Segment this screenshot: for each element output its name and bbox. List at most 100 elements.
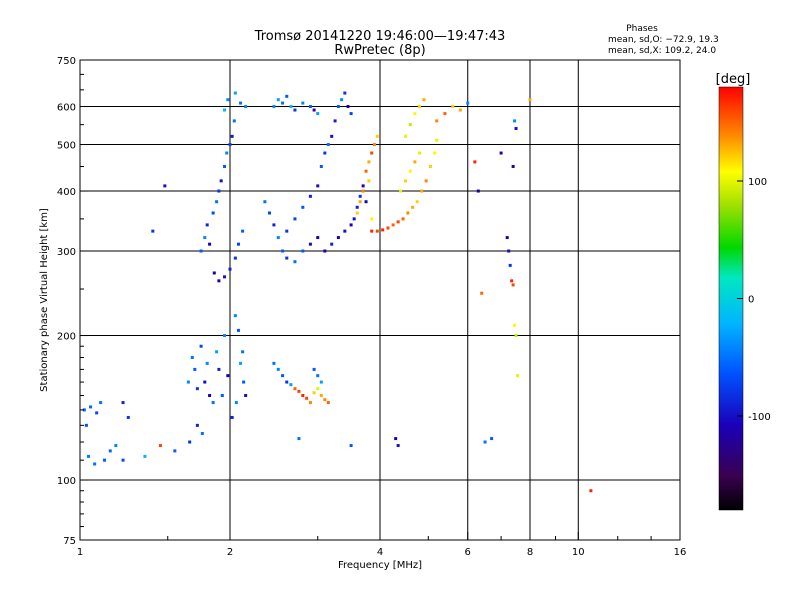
echo-point — [239, 361, 243, 365]
echo-point — [301, 101, 305, 105]
echo-point — [589, 489, 593, 493]
echo-point — [381, 228, 385, 232]
echo-point — [361, 189, 365, 193]
legend-title: Phases — [626, 24, 658, 34]
echo-point — [193, 367, 197, 371]
echo-point — [514, 334, 518, 338]
x-axis: 1 2 4 6 8 10 16 — [77, 532, 687, 558]
echo-point — [476, 189, 480, 193]
echo-point — [370, 217, 374, 221]
y-tick-label: 600 — [57, 103, 76, 114]
echo-point — [507, 249, 511, 253]
echo-point — [435, 119, 439, 123]
chart-subtitle: RwPretec (8p) — [334, 43, 425, 58]
echo-point — [391, 223, 395, 227]
echo-point — [316, 374, 320, 378]
echo-point — [190, 355, 194, 359]
echo-point — [244, 394, 248, 398]
echo-point — [355, 205, 359, 209]
echo-point — [406, 211, 410, 215]
echo-point — [242, 380, 246, 384]
echo-point — [293, 260, 297, 264]
echo-point — [195, 423, 199, 427]
echo-point — [515, 374, 519, 378]
echo-point — [281, 101, 285, 105]
colorbar-ticks: 100 0 -100 — [737, 177, 771, 423]
echo-point — [370, 151, 374, 155]
echo-point — [316, 184, 320, 188]
echo-point — [272, 361, 276, 365]
data-points — [82, 91, 593, 493]
echo-point — [236, 328, 240, 332]
echo-point — [267, 211, 271, 215]
x-tick-label: 16 — [674, 547, 687, 558]
echo-point — [308, 105, 312, 109]
x-tick-label: 1 — [77, 547, 83, 558]
echo-point — [343, 229, 347, 233]
echo-point — [375, 134, 379, 138]
echo-point — [308, 401, 312, 405]
echo-point — [420, 189, 424, 193]
echo-point — [323, 151, 327, 155]
echo-point — [396, 220, 400, 224]
echo-point — [84, 423, 88, 427]
echo-point — [480, 291, 484, 295]
echo-point — [126, 415, 130, 419]
echo-point — [186, 380, 190, 384]
echo-point — [89, 405, 93, 409]
echo-point — [326, 401, 330, 405]
echo-point — [511, 283, 515, 287]
echo-point — [233, 256, 237, 260]
echo-point — [301, 249, 305, 253]
echo-point — [289, 383, 293, 387]
echo-point — [223, 164, 227, 168]
x-tick-label: 2 — [227, 547, 233, 558]
echo-point — [203, 380, 207, 384]
echo-point — [403, 179, 407, 183]
echo-point — [233, 91, 237, 95]
echo-point — [370, 229, 374, 233]
echo-point — [158, 444, 162, 448]
echo-point — [228, 143, 232, 147]
colorbar-tick-label: 100 — [748, 177, 767, 188]
echo-point — [364, 200, 368, 204]
echo-point — [285, 229, 289, 233]
echo-point — [223, 108, 227, 112]
echo-point — [163, 184, 167, 188]
echo-point — [200, 432, 204, 436]
echo-point — [217, 189, 221, 193]
y-tick-label: 750 — [57, 56, 76, 67]
grid-lines — [80, 60, 680, 540]
echo-point — [272, 223, 276, 227]
colorbar-tick-label: -100 — [748, 412, 771, 423]
echo-point — [373, 143, 377, 147]
echo-point — [340, 98, 344, 102]
echo-point — [399, 189, 403, 193]
echo-point — [208, 242, 212, 246]
x-tick-label: 4 — [377, 547, 383, 558]
echo-point — [349, 112, 353, 116]
echo-point — [408, 123, 412, 127]
echo-point — [403, 134, 407, 138]
echo-point — [352, 217, 356, 221]
y-tick-label: 75 — [63, 536, 76, 547]
echo-point — [316, 236, 320, 240]
y-tick-label: 200 — [57, 332, 76, 343]
echo-point — [195, 387, 199, 391]
echo-point — [396, 444, 400, 448]
echo-point — [230, 134, 234, 138]
echo-point — [394, 437, 398, 441]
echo-point — [234, 401, 238, 405]
echo-point — [93, 462, 97, 466]
echo-point — [513, 323, 517, 327]
echo-point — [211, 401, 215, 405]
echo-point — [490, 437, 494, 441]
echo-point — [349, 223, 353, 227]
echo-point — [212, 271, 216, 275]
x-tick-label: 6 — [465, 547, 471, 558]
echo-point — [367, 179, 371, 183]
echo-point — [355, 211, 359, 215]
echo-point — [336, 236, 340, 240]
echo-point — [173, 449, 177, 453]
echo-point — [223, 275, 227, 279]
